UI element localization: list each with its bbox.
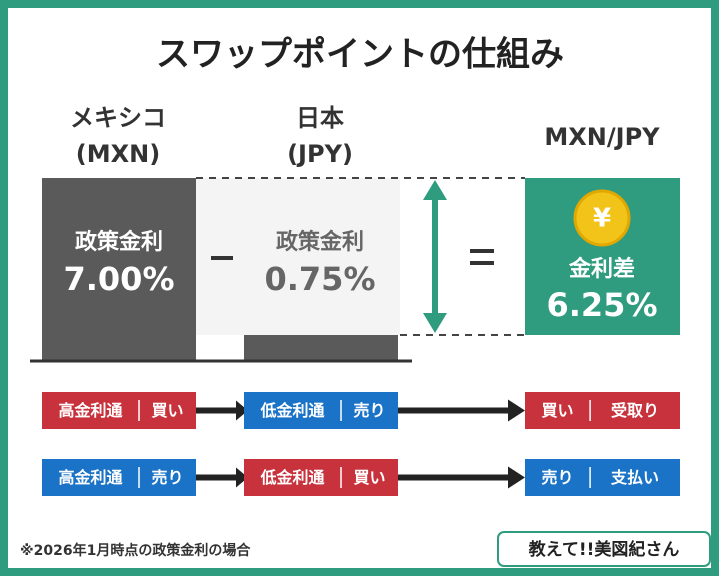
flow-text: 支払い: [610, 468, 659, 487]
flow-text: 売り: [354, 401, 386, 420]
flow-box: [42, 392, 196, 429]
flow-text: 買い: [354, 468, 386, 487]
rate-value: 0.75%: [264, 260, 375, 298]
flow-arrow-head: [508, 466, 525, 489]
flow-box: [244, 459, 398, 496]
flow-text: 売り: [542, 468, 574, 487]
column-name: (MXN): [76, 140, 160, 168]
flow-text: 買い: [542, 401, 574, 420]
flow-box: [244, 392, 398, 429]
minus-sign: [211, 256, 233, 260]
flow-text: 買い: [152, 401, 184, 420]
flow-arrow-head: [508, 399, 525, 422]
rate-label: 政策金利: [75, 229, 163, 255]
logo: 教えて!!美図紀さん: [528, 539, 680, 560]
double-arrow: [423, 180, 447, 333]
column-name: メキシコ: [70, 104, 166, 132]
equals-sign: [470, 249, 494, 253]
flow-text: 低金利通: [260, 468, 325, 487]
column-name: MXN/JPY: [544, 123, 660, 151]
flow-box: [42, 459, 196, 496]
title: スワップポイントの仕組み: [156, 35, 564, 75]
flow-text: 低金利通: [260, 401, 325, 420]
column-name: 日本: [296, 104, 344, 132]
flow-box: [525, 392, 680, 429]
flow-text: 高金利通: [59, 401, 123, 420]
flow-box: [525, 459, 680, 496]
footnote: ※2026年1月時点の政策金利の場合: [20, 542, 251, 559]
equals-sign: [470, 261, 494, 265]
rate-bar: [42, 178, 196, 360]
coin-symbol: ¥: [593, 204, 611, 234]
logo-badge: [497, 531, 711, 567]
flow-arrow-head: [236, 467, 248, 488]
rate-value: 7.00%: [63, 260, 174, 298]
flow-arrow-head: [236, 400, 248, 421]
rate-value: 6.25%: [546, 286, 657, 324]
rate-label: 政策金利: [276, 229, 364, 255]
coin: [573, 189, 631, 247]
column-name: (JPY): [287, 140, 353, 168]
flow-text: 売り: [152, 468, 184, 487]
flow-text: 高金利通: [59, 468, 123, 487]
flow-text: 受取り: [611, 401, 659, 420]
rate-bar: [244, 335, 398, 360]
rate-label: 金利差: [568, 256, 635, 282]
